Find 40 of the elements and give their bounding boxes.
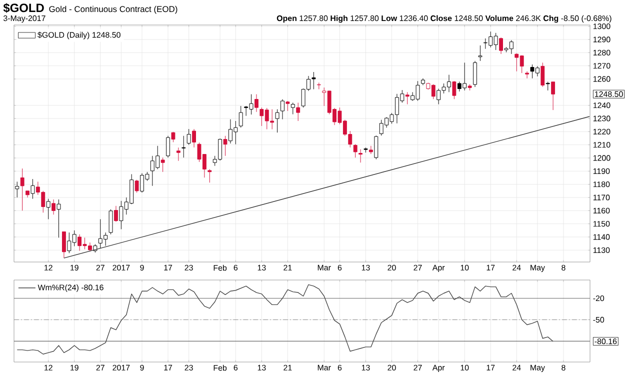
candlestick <box>478 45 482 62</box>
candlestick <box>499 37 503 54</box>
candlestick <box>208 168 212 183</box>
candlestick <box>540 62 545 88</box>
candlestick <box>186 128 191 146</box>
candlestick <box>353 144 358 158</box>
candlestick <box>296 102 300 122</box>
candlestick <box>374 135 378 160</box>
candlestick <box>15 181 20 198</box>
candlestick <box>46 198 50 220</box>
candlestick <box>358 149 363 163</box>
candlestick <box>62 231 66 258</box>
candlestick <box>114 206 118 222</box>
candlestick <box>405 92 410 105</box>
candlestick <box>238 106 243 128</box>
candlestick <box>192 128 196 148</box>
candlestick <box>56 199 61 238</box>
candlestick <box>525 71 530 79</box>
candlestick <box>20 168 24 211</box>
candlestick <box>166 136 170 158</box>
candlestick <box>275 109 280 133</box>
candlestick <box>160 157 165 172</box>
chart-subtitle: Gold - Continuous Contract (EOD) <box>49 6 178 14</box>
candlestick <box>108 209 113 235</box>
candlestick <box>280 99 284 120</box>
candlestick <box>551 82 556 110</box>
candlestick <box>176 147 180 162</box>
candlestick <box>254 94 258 112</box>
candlestick <box>368 146 373 154</box>
candlestick <box>290 102 295 115</box>
chart-title: $GOLD <box>3 3 44 13</box>
candlestick <box>182 136 186 158</box>
candlestick <box>30 178 35 200</box>
candlestick <box>52 199 56 215</box>
candlestick <box>473 60 477 88</box>
candlestick <box>223 136 228 156</box>
candlestick <box>452 80 456 100</box>
candlestick <box>286 100 290 112</box>
candlestick <box>134 180 139 193</box>
candlestick <box>546 81 550 91</box>
